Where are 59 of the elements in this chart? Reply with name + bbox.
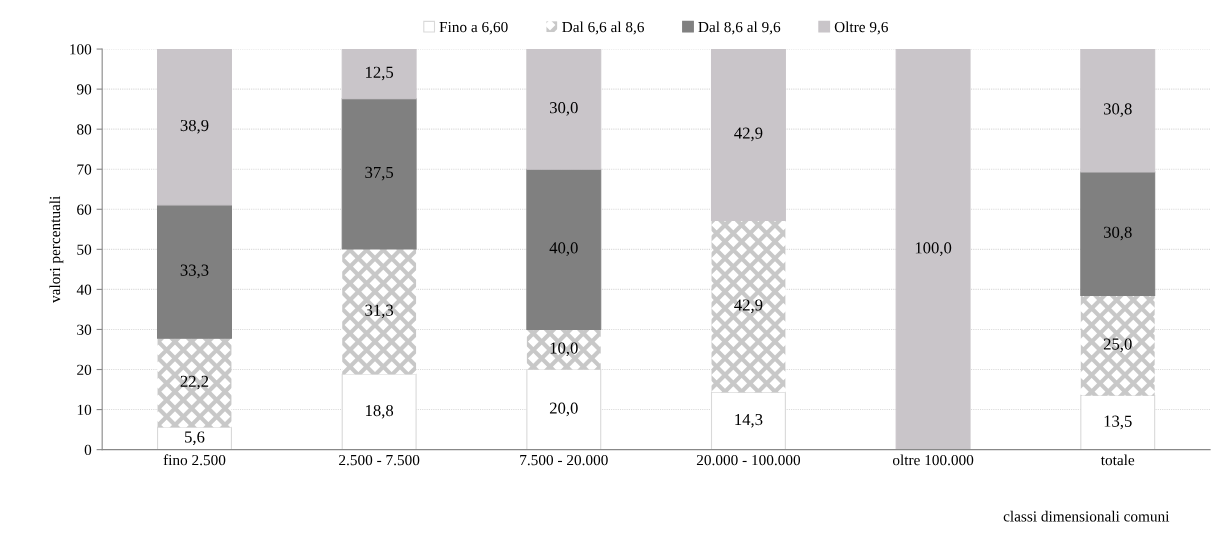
bar <box>710 49 786 222</box>
data-label: 100,0 <box>915 242 952 256</box>
data-label: 38,9 <box>180 119 209 134</box>
x-tick-label: totale <box>1100 454 1135 466</box>
x-axis-title: classi dimensionali comuni <box>1003 510 1170 522</box>
data-label: 42,9 <box>734 127 763 142</box>
data-label: 31,3 <box>365 304 394 319</box>
x-tick-label: oltre 100.000 <box>892 454 974 466</box>
bar <box>342 248 417 375</box>
y-tick-label: 70 <box>77 164 92 175</box>
bar <box>157 338 232 428</box>
data-label: 12,5 <box>366 66 394 81</box>
data-label: 18,8 <box>366 404 394 419</box>
data-label: 30,8 <box>1103 226 1132 241</box>
legend-label: Fino a 6,60 <box>439 21 508 35</box>
data-label: 33,3 <box>180 264 209 279</box>
y-tick-label: 80 <box>77 124 92 135</box>
y-tick-label: 60 <box>77 204 92 215</box>
bar <box>526 49 602 170</box>
legend-label: Dal 6,6 al 8,6 <box>562 21 644 35</box>
legend-label: Oltre 9,6 <box>834 21 888 35</box>
bar <box>1080 171 1156 296</box>
data-label: 14,3 <box>735 413 763 428</box>
bar <box>526 168 602 331</box>
bar <box>157 204 232 339</box>
y-tick-label: 40 <box>76 284 92 295</box>
bar <box>1080 295 1155 396</box>
data-label: 30,0 <box>550 102 578 116</box>
y-tick-label: 100 <box>70 44 92 55</box>
data-label: 40,0 <box>549 242 578 256</box>
bar <box>341 49 417 100</box>
data-label: 25,0 <box>1103 338 1132 353</box>
y-tick-label: 10 <box>77 404 92 416</box>
bar <box>711 220 786 393</box>
x-tick-label: fino 2.500 <box>163 454 226 466</box>
bar <box>526 329 601 370</box>
data-label: 13,5 <box>1104 415 1132 430</box>
y-tick-label: 90 <box>76 84 92 95</box>
y-tick-label: 30 <box>77 324 92 335</box>
data-label: 30,8 <box>1103 103 1132 117</box>
bar <box>157 49 232 206</box>
y-tick-label: 20 <box>77 364 92 375</box>
data-label: 22,2 <box>180 375 209 390</box>
data-label: 5,6 <box>185 431 205 445</box>
legend-label: Dal 8,6 al 9,6 <box>698 21 781 35</box>
bar <box>157 426 232 450</box>
data-label: 10,0 <box>550 342 578 357</box>
x-tick-label: 2.500 - 7.500 <box>339 454 420 466</box>
data-label: 37,5 <box>365 166 394 181</box>
data-label: 42,9 <box>734 299 763 313</box>
y-tick-label: 0 <box>84 444 92 456</box>
bar <box>895 49 971 450</box>
y-tick-label: 50 <box>77 244 92 255</box>
x-tick-label: 20.000 - 100.000 <box>696 454 801 466</box>
data-label: 20,0 <box>549 402 578 417</box>
bar <box>1080 49 1156 173</box>
x-tick-label: 7.500 - 20.000 <box>520 454 608 466</box>
bar <box>341 98 417 250</box>
y-axis-title: valori percentuali <box>49 195 64 303</box>
